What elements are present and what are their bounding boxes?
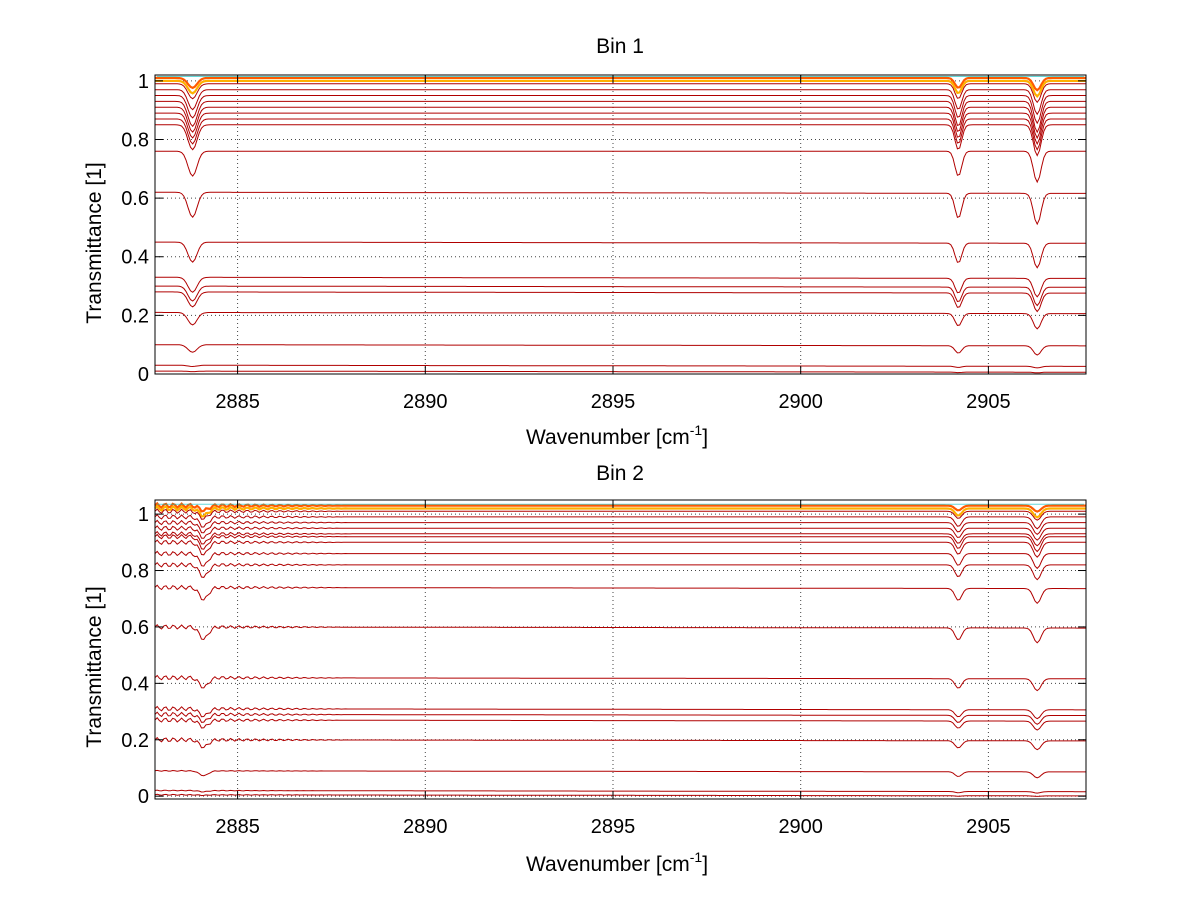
chart-panel-bin-2: Bin 2 2885 2890 2895 2900 2905 0 0.2 0.4 0.6 0.8 1…	[83, 462, 1087, 876]
series-line	[155, 311, 1086, 330]
series-line	[155, 89, 1086, 116]
x-tick-label: 2900	[778, 391, 823, 413]
series-line	[154, 736, 1086, 751]
series-line	[154, 508, 1086, 521]
series-line	[155, 118, 1086, 151]
series-line	[154, 513, 1086, 530]
series-line	[155, 191, 1086, 226]
y-tick-label: 1	[138, 71, 149, 93]
y-tick-label: 0	[138, 786, 149, 808]
series-group	[155, 75, 1086, 374]
series-line	[154, 674, 1086, 692]
series-line	[154, 533, 1086, 553]
series-line	[154, 530, 1086, 547]
plot-area-frame	[154, 74, 1087, 375]
x-tick-label: 2885	[215, 816, 260, 838]
series-group	[154, 501, 1086, 797]
y-tick-label: 0.4	[121, 247, 149, 269]
x-axis-label: Wavenumber [cm-1]	[526, 849, 708, 876]
y-tick-label: 0.2	[121, 730, 149, 752]
series-line	[155, 106, 1086, 140]
x-tick-label: 2905	[966, 391, 1011, 413]
x-tick-label: 2900	[778, 816, 823, 838]
series-line	[154, 711, 1086, 725]
series-line	[155, 344, 1086, 356]
x-tick-label: 2885	[215, 391, 260, 413]
series-line	[154, 789, 1086, 794]
chart-title: Bin 1	[596, 35, 644, 58]
series-line	[155, 79, 1086, 98]
plot-area-frame	[154, 499, 1087, 800]
x-tick-label: 2890	[403, 391, 448, 413]
y-tick-label: 1	[138, 504, 149, 526]
series-line	[154, 769, 1086, 779]
series-line	[155, 364, 1086, 369]
x-tick-label: 2890	[403, 816, 448, 838]
x-axis-label: Wavenumber [cm-1]	[526, 422, 708, 449]
y-tick-label: 0.4	[121, 673, 149, 695]
series-line	[155, 124, 1086, 157]
series-line	[154, 623, 1086, 644]
series-line	[154, 561, 1086, 581]
series-line	[155, 76, 1086, 92]
x-tick-label: 2905	[966, 816, 1011, 838]
series-line	[155, 100, 1086, 134]
series-line	[155, 150, 1086, 184]
series-line	[155, 83, 1086, 104]
series-line	[155, 112, 1086, 146]
y-tick-label: 0.8	[121, 561, 149, 583]
series-line	[154, 793, 1086, 797]
series-line	[154, 504, 1086, 519]
series-line	[155, 291, 1086, 313]
y-axis-label: Transmittance [1]	[83, 162, 106, 323]
series-line	[155, 241, 1086, 269]
y-tick-label: 0.8	[121, 129, 149, 151]
series-line	[154, 501, 1086, 513]
series-line	[154, 705, 1086, 720]
series-line	[154, 519, 1086, 536]
axis-ticks: 2885 2890 2895 2900 2905 0 0.2 0.4 0.6 0.8 1	[121, 500, 1086, 838]
y-tick-label: 0.6	[121, 188, 149, 210]
y-tick-label: 0	[138, 364, 149, 386]
x-tick-label: 2895	[591, 816, 636, 838]
y-axis-label: Transmittance [1]	[83, 586, 106, 747]
series-line	[154, 717, 1086, 731]
series-line	[154, 584, 1086, 605]
series-line	[155, 285, 1086, 307]
y-tick-label: 0.6	[121, 617, 149, 639]
series-line	[155, 370, 1086, 374]
chart-panel-bin-1: Bin 1 2885 2890 2895 2900 2905 0 0.2 0.4 0.6 0.8 1…	[83, 35, 1087, 449]
series-line	[154, 550, 1086, 570]
series-line	[154, 539, 1086, 558]
series-line	[155, 95, 1086, 125]
series-line	[154, 525, 1086, 541]
series-line	[155, 276, 1086, 298]
axis-ticks: 2885 2890 2895 2900 2905 0 0.2 0.4 0.6 0.8 1	[121, 71, 1086, 413]
y-tick-label: 0.2	[121, 305, 149, 327]
x-tick-label: 2895	[591, 391, 636, 413]
chart-title: Bin 2	[596, 462, 644, 485]
